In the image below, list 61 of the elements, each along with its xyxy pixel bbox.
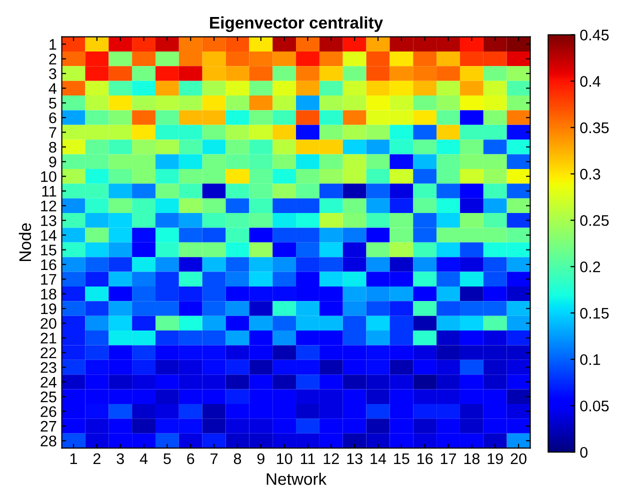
color-bar-label: 0	[580, 446, 588, 458]
y-tick-label: 10	[41, 171, 56, 182]
color-bar-label: 0.05	[580, 400, 609, 412]
y-tick-label: 15	[41, 244, 56, 256]
color-bar-label: 0.35	[580, 122, 609, 134]
x-tick-label: 5	[164, 453, 171, 464]
color-bar-label: 0.4	[580, 76, 600, 87]
x-tick-label: 16	[418, 453, 433, 464]
y-tick-label: 2	[49, 54, 56, 64]
y-tick-label: 6	[49, 112, 56, 124]
y-tick-label: 21	[40, 332, 56, 344]
y-tick-label: 28	[40, 436, 56, 446]
x-tick-label: 9	[257, 453, 264, 464]
x-tick-label: 12	[324, 453, 339, 464]
color-bar-label: 0.1	[580, 354, 600, 366]
y-tick-label: 16	[41, 259, 56, 270]
color-bar-label: 0.3	[580, 168, 600, 180]
x-tick-label: 8	[234, 453, 242, 464]
y-tick-label: 3	[49, 68, 56, 80]
y-tick-label: 17	[41, 274, 56, 285]
y-tick-label: 8	[49, 142, 56, 153]
y-tick-label: 19	[41, 303, 56, 314]
y-tick-label: 12	[41, 200, 56, 212]
y-tick-label: 14	[41, 230, 56, 241]
color-bar-label: 0.45	[580, 30, 609, 40]
y-tick-label: 11	[42, 186, 56, 197]
x-tick-label: 13	[347, 453, 362, 464]
x-tick-label: 20	[510, 453, 526, 464]
x-tick-label: 6	[187, 453, 194, 464]
x-axis-title: Network	[266, 472, 327, 485]
x-tick-label: 10	[276, 453, 292, 464]
y-tick-label: 26	[40, 406, 56, 418]
x-tick-label: 17	[440, 453, 456, 464]
y-tick-label: 27	[40, 420, 56, 432]
y-tick-label: 4	[48, 83, 56, 94]
y-tick-label: 7	[49, 127, 56, 138]
x-tick-label: 14	[370, 453, 386, 464]
x-tick-label: 19	[488, 453, 503, 464]
y-tick-label: 23	[40, 362, 56, 373]
x-tick-label: 4	[140, 453, 148, 464]
y-tick-label: 5	[49, 98, 56, 109]
y-tick-label: 18	[41, 288, 56, 300]
y-tick-label: 25	[40, 392, 56, 402]
y-tick-label: 24	[40, 376, 56, 388]
y-tick-label: 1	[50, 39, 56, 50]
x-tick-label: 18	[464, 453, 480, 464]
y-tick-label: 13	[41, 215, 56, 226]
x-tick-label: 2	[93, 453, 100, 464]
x-tick-label: 7	[210, 453, 218, 464]
y-axis-title: Node	[18, 223, 32, 261]
chart-title: Eigenvector centrality	[210, 16, 384, 32]
y-tick-label: 22	[40, 347, 56, 358]
x-tick-label: 3	[116, 453, 124, 464]
color-bar-label: 0.15	[580, 308, 609, 319]
y-tick-label: 9	[49, 156, 56, 168]
y-tick-label: 20	[40, 318, 56, 329]
x-tick-label: 11	[300, 453, 315, 464]
x-tick-label: 15	[394, 453, 410, 464]
x-tick-label: 1	[70, 453, 78, 464]
color-bar-label: 0.25	[580, 215, 609, 226]
color-bar-label: 0.2	[580, 261, 600, 272]
